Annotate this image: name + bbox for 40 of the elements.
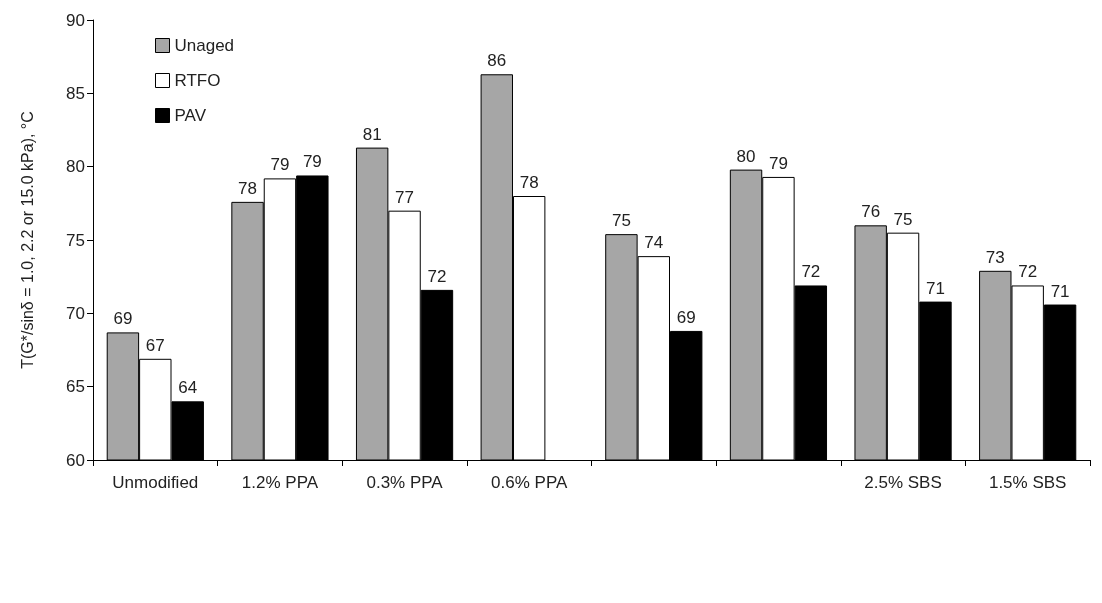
y-tick-label: 85 <box>66 83 85 103</box>
x-tick-label: 1.2% PPA <box>241 473 319 492</box>
data-label: 81 <box>362 124 382 144</box>
data-label: 79 <box>302 152 322 172</box>
data-label: 67 <box>145 335 165 355</box>
x-tick-label: 2.5% SBS <box>864 473 942 492</box>
data-label: 86 <box>487 51 507 71</box>
x-tick-label: 1.5% SBS <box>988 473 1067 492</box>
data-label: 74 <box>644 233 664 253</box>
legend-label: Unaged <box>174 36 235 55</box>
data-label: 71 <box>1050 281 1070 301</box>
y-tick-label: 65 <box>66 377 85 397</box>
data-label: 75 <box>893 209 913 229</box>
data-label: 75 <box>611 211 631 231</box>
data-label: 69 <box>676 307 696 327</box>
data-label: 64 <box>178 378 198 398</box>
data-label: 79 <box>768 153 788 173</box>
legend-label: PAV <box>174 106 207 125</box>
data-label: 71 <box>926 278 945 298</box>
x-tick-label: Unmodified <box>112 473 199 492</box>
data-label: 72 <box>1018 262 1038 282</box>
y-tick-label: 75 <box>66 230 85 250</box>
legend-label: RTFO <box>174 71 221 90</box>
data-label: 80 <box>736 146 756 166</box>
y-axis-title: T(G*/sinδ = 1.0, 2.2 or 15.0 kPa), °C <box>18 111 36 369</box>
y-tick-label: 70 <box>66 303 85 323</box>
data-label: 69 <box>113 309 133 329</box>
y-tick-label: 80 <box>66 157 85 177</box>
data-label: 76 <box>861 202 881 222</box>
y-tick-label: 60 <box>66 450 85 470</box>
data-label: 79 <box>270 155 290 175</box>
x-tick-label: 0.3% PPA <box>366 473 444 492</box>
data-label: 78 <box>519 173 539 192</box>
data-label: 77 <box>395 187 415 207</box>
data-label: 78 <box>238 178 257 198</box>
data-label: 72 <box>801 262 821 282</box>
y-tick-label: 90 <box>66 10 85 30</box>
data-label: 72 <box>427 266 447 286</box>
x-tick-label: 0.6% PPA <box>491 473 568 492</box>
data-label: 73 <box>985 247 1005 267</box>
